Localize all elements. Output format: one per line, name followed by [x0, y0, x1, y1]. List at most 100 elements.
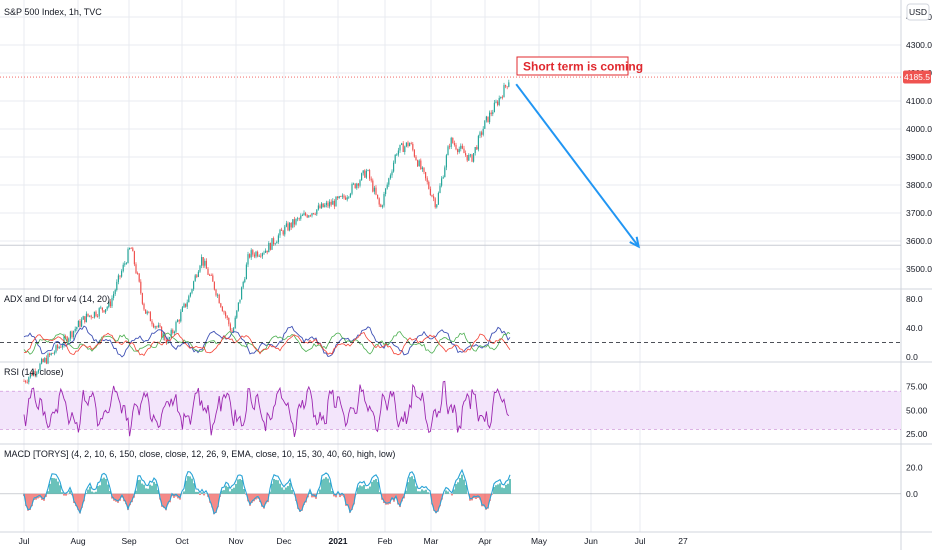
macd-histogram-bar: [259, 493, 261, 502]
time-axis[interactable]: Jul Aug Sep Oct Nov Dec 2021 Feb Mar Apr May Jun Jul…: [19, 536, 688, 546]
macd-histogram-bar: [427, 492, 429, 494]
price-candle-body: [329, 201, 331, 207]
macd-histogram-bar: [413, 479, 415, 494]
price-candle-body: [90, 315, 92, 318]
price-candle-body: [98, 308, 100, 317]
price-candle-body: [173, 331, 175, 333]
price-candle-body: [273, 238, 275, 245]
macd-histogram-bar: [273, 478, 275, 494]
price-candle-body: [196, 275, 198, 277]
price-candle-body: [285, 223, 287, 227]
macd-histogram-bar: [129, 493, 131, 506]
price-candle-body: [53, 352, 55, 354]
macd-histogram-bar: [375, 479, 377, 494]
last-price-label: 4185.5: [904, 72, 930, 82]
macd-histogram-bar: [479, 493, 481, 500]
price-candle-body: [313, 213, 315, 215]
macd-histogram-bar: [291, 490, 293, 494]
macd-histogram-bar: [331, 490, 333, 494]
price-candle-body: [383, 194, 385, 206]
price-candle-body: [498, 98, 500, 105]
macd-axis[interactable]: 20.0 0.0: [906, 462, 923, 499]
macd-histogram-bar: [499, 483, 501, 494]
price-candle-body: [505, 85, 507, 87]
price-candle-body: [93, 311, 95, 318]
price-candle-body: [468, 154, 470, 161]
price-candle-body: [154, 326, 156, 328]
price-candle-body: [233, 328, 235, 333]
macd-histogram-bar: [227, 486, 229, 494]
time-tick-label: May: [531, 536, 548, 546]
macd-histogram-bar: [275, 479, 277, 494]
price-candle-body: [45, 358, 47, 364]
price-candle-body: [114, 290, 116, 294]
macd-histogram-bar: [197, 491, 199, 494]
rsi-tick-label: 50.00: [906, 405, 928, 415]
arrow-shaft[interactable]: [515, 83, 640, 248]
macd-histogram-bar: [319, 489, 321, 494]
macd-histogram-bar: [369, 486, 371, 494]
macd-histogram-bar: [453, 489, 455, 494]
rsi-axis[interactable]: 75.00 50.00 25.00: [906, 381, 928, 439]
time-tick-label: 2021: [329, 536, 348, 546]
price-candle-body: [140, 281, 142, 294]
macd-histogram-bar: [289, 482, 291, 494]
price-candle-body: [189, 292, 191, 297]
macd-histogram-bar: [401, 493, 403, 502]
price-candle-body: [111, 297, 113, 307]
price-candle-body: [402, 143, 404, 153]
time-tick-label: Dec: [276, 536, 292, 546]
price-candle-body: [258, 255, 260, 257]
price-candle-body: [236, 310, 238, 318]
macd-histogram-bar: [141, 483, 143, 494]
adx-tick-label: 40.0: [906, 323, 923, 333]
price-candle-body: [357, 183, 359, 186]
adx-axis[interactable]: 80.0 40.0 0.0: [906, 294, 923, 362]
macd-histogram-bar: [31, 493, 33, 507]
annotation-callout[interactable]: Short term is coming: [516, 56, 643, 76]
price-candle-body: [375, 187, 377, 195]
projection-arrow[interactable]: [515, 83, 640, 249]
macd-histogram-bar: [389, 493, 391, 504]
price-candle-body: [309, 215, 311, 217]
price-candle-body: [121, 271, 123, 277]
price-candle-body: [169, 337, 171, 339]
price-candle-body: [420, 160, 422, 170]
price-candle-body: [409, 143, 411, 147]
macd-histogram-bar: [157, 489, 159, 494]
annotation-box[interactable]: [516, 56, 629, 76]
arrow-head[interactable]: [629, 236, 640, 249]
price-candle-body: [61, 345, 63, 348]
price-candle-body: [338, 196, 340, 199]
price-candle-body: [389, 175, 391, 179]
price-candle-body: [300, 215, 302, 219]
macd-histogram-bar: [417, 491, 419, 494]
macd-histogram-bar: [435, 493, 437, 514]
price-candle-body: [133, 251, 135, 265]
price-candle-body: [71, 331, 73, 338]
macd-histogram-bar: [285, 487, 287, 494]
price-candle-body: [137, 273, 139, 274]
price-candle-body: [503, 85, 505, 98]
macd-histogram-bar: [43, 493, 45, 501]
macd-histogram-bar: [215, 493, 217, 513]
time-tick-label: Oct: [175, 536, 189, 546]
time-tick-label: Nov: [228, 536, 244, 546]
price-candle-body: [508, 82, 510, 87]
time-tick-label: Jul: [635, 536, 646, 546]
price-candle-body: [217, 294, 219, 296]
macd-histogram-bar: [99, 485, 101, 494]
time-tick-label: Jul: [19, 536, 30, 546]
price-candle-body: [159, 325, 161, 327]
price-candle-body: [226, 316, 228, 318]
oscillator-grid: [23, 0, 641, 532]
macd-histogram-bar: [193, 483, 195, 494]
price-candle-body: [322, 203, 324, 208]
macd-histogram-bar: [497, 484, 499, 494]
price-candle-body: [489, 112, 491, 123]
macd-tick-label: 20.0: [906, 462, 923, 472]
price-candle-body: [205, 260, 207, 269]
price-candle-body: [319, 205, 321, 209]
currency-badge[interactable]: [906, 3, 930, 21]
